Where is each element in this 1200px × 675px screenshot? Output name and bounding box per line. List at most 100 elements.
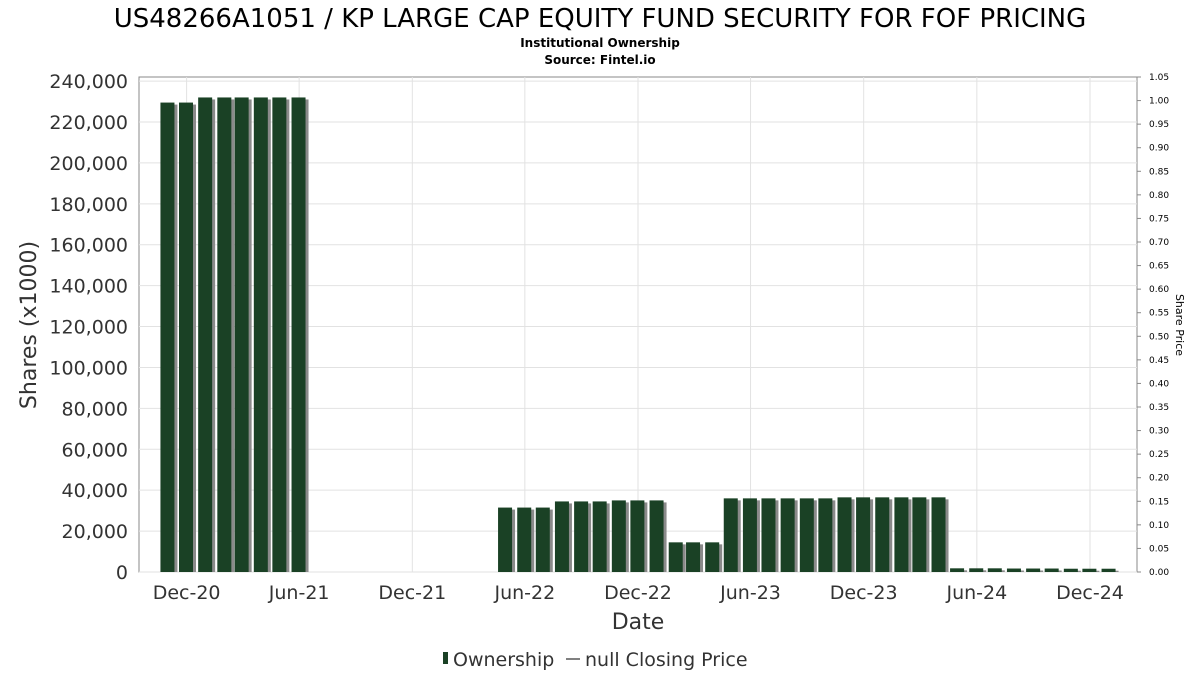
bar-ownership <box>234 97 249 573</box>
bar-ownership <box>1082 568 1097 572</box>
y-axis-label: Shares (x1000) <box>17 241 42 409</box>
y2-tick-label: 0.00 <box>1149 568 1169 578</box>
bar-ownership <box>630 500 645 572</box>
bar-ownership <box>160 102 175 573</box>
x-tick-label: Dec-23 <box>830 582 898 604</box>
y2-tick-label: 1.05 <box>1149 73 1169 83</box>
y2-tick-label: 0.80 <box>1149 191 1169 201</box>
y-tick-label: 180,000 <box>49 194 128 216</box>
bar-ownership <box>668 542 683 572</box>
bar-ownership <box>535 507 550 572</box>
chart-subtitle-line-1: Institutional Ownership <box>520 36 680 50</box>
x-tick-label: Dec-22 <box>604 582 672 604</box>
y-tick-label: 200,000 <box>49 153 128 175</box>
bar-ownership <box>818 498 833 572</box>
bar-ownership <box>1063 568 1078 572</box>
bar-ownership <box>574 501 589 572</box>
y2-tick-label: 0.65 <box>1149 262 1169 272</box>
y2-tick-label: 0.55 <box>1149 309 1169 319</box>
bar-ownership <box>272 97 287 573</box>
y-tick-label: 120,000 <box>49 317 128 339</box>
bar-ownership <box>799 498 814 572</box>
bar-ownership <box>253 97 268 573</box>
chart-subtitle-line-2: Source: Fintel.io <box>544 53 655 67</box>
y2-tick-label: 0.45 <box>1149 356 1169 366</box>
bar-ownership <box>592 501 607 572</box>
y2-axis-label: Share Price <box>1173 294 1186 356</box>
legend-swatch-ownership <box>443 652 448 664</box>
bar-ownership <box>931 497 946 572</box>
legend: Ownership null Closing Price <box>443 649 748 671</box>
y2-tick-label: 0.90 <box>1149 144 1169 154</box>
bar-ownership <box>178 102 193 573</box>
bar-ownership <box>554 501 569 572</box>
legend-label-ownership: Ownership <box>453 649 554 671</box>
y2-tick-label: 0.60 <box>1149 285 1169 295</box>
y-tick-label: 60,000 <box>62 439 128 461</box>
bar-ownership <box>198 97 213 573</box>
y2-tick-label: 0.70 <box>1149 238 1169 248</box>
bar-ownership <box>517 507 532 572</box>
y2-tick-label: 0.30 <box>1149 427 1169 437</box>
y2-tick-label: 0.05 <box>1149 544 1169 554</box>
y2-tick-label: 0.20 <box>1149 474 1169 484</box>
bar-ownership <box>686 542 701 572</box>
y-tick-label: 240,000 <box>49 71 128 93</box>
y2-tick-label: 0.85 <box>1149 167 1169 177</box>
y2-tick-label: 1.00 <box>1149 97 1169 107</box>
x-axis-label: Date <box>612 610 665 635</box>
bar-ownership <box>987 568 1002 572</box>
bar-ownership <box>875 497 890 572</box>
y2-tick-label: 0.10 <box>1149 521 1169 531</box>
y2-tick-label: 0.15 <box>1149 497 1169 507</box>
bar-ownership <box>742 498 757 572</box>
bar-ownership <box>611 500 626 572</box>
x-tick-label: Jun-21 <box>268 582 330 604</box>
bar-ownership <box>1026 568 1041 572</box>
y-tick-label: 20,000 <box>62 521 128 543</box>
right-axis-ticks: 0.00 0.05 0.10 0.15 0.20 0.25 0.30 0.35 0.40 0.45… <box>1137 73 1169 578</box>
bar-ownership <box>1044 568 1059 572</box>
x-tick-label: Dec-20 <box>153 582 221 604</box>
bar-ownership <box>912 497 927 572</box>
chart-title: US48266A1051 / KP LARGE CAP EQUITY FUND … <box>114 4 1087 34</box>
bar-ownership <box>498 507 513 572</box>
bar-ownership <box>723 498 738 572</box>
bar-ownership <box>761 498 776 572</box>
y2-tick-label: 0.75 <box>1149 214 1169 224</box>
bar-ownership <box>217 97 232 573</box>
bar-ownership <box>894 497 909 572</box>
x-axis-ticks: Dec-20 Jun-21 Dec-21 Jun-22 Dec-22 Jun-23 Dec-… <box>153 582 1124 604</box>
y2-tick-label: 0.35 <box>1149 403 1169 413</box>
legend-label-closing-price: null Closing Price <box>585 649 748 671</box>
y-tick-label: 40,000 <box>62 480 128 502</box>
bar-ownership <box>780 498 795 572</box>
y-tick-label: 100,000 <box>49 357 128 379</box>
y2-tick-label: 0.50 <box>1149 332 1169 342</box>
x-tick-label: Dec-24 <box>1056 582 1124 604</box>
y-tick-label: 140,000 <box>49 276 128 298</box>
left-axis-ticks: 0 20,000 40,000 60,000 80,000 100,000 120,000 1… <box>49 71 128 584</box>
x-tick-label: Jun-24 <box>945 582 1007 604</box>
y2-tick-label: 0.25 <box>1149 450 1169 460</box>
x-tick-label: Jun-22 <box>493 582 555 604</box>
bar-ownership <box>950 568 965 572</box>
bar-ownership <box>291 97 306 573</box>
bar-ownership <box>837 497 852 572</box>
bar-ownership <box>969 568 984 572</box>
y-tick-label: 80,000 <box>62 398 128 420</box>
y-tick-label: 160,000 <box>49 235 128 257</box>
x-tick-label: Jun-23 <box>719 582 781 604</box>
x-tick-label: Dec-21 <box>378 582 446 604</box>
bar-ownership <box>705 542 720 572</box>
bar-ownership <box>856 497 871 572</box>
bar-ownership <box>649 500 664 572</box>
bar-ownership <box>1101 568 1116 572</box>
y2-tick-label: 0.95 <box>1149 120 1169 130</box>
bar-ownership <box>1006 568 1021 572</box>
y2-tick-label: 0.40 <box>1149 379 1169 389</box>
bar-series-ownership <box>160 97 1119 573</box>
y-tick-label: 220,000 <box>49 112 128 134</box>
y-tick-label: 0 <box>116 562 128 584</box>
